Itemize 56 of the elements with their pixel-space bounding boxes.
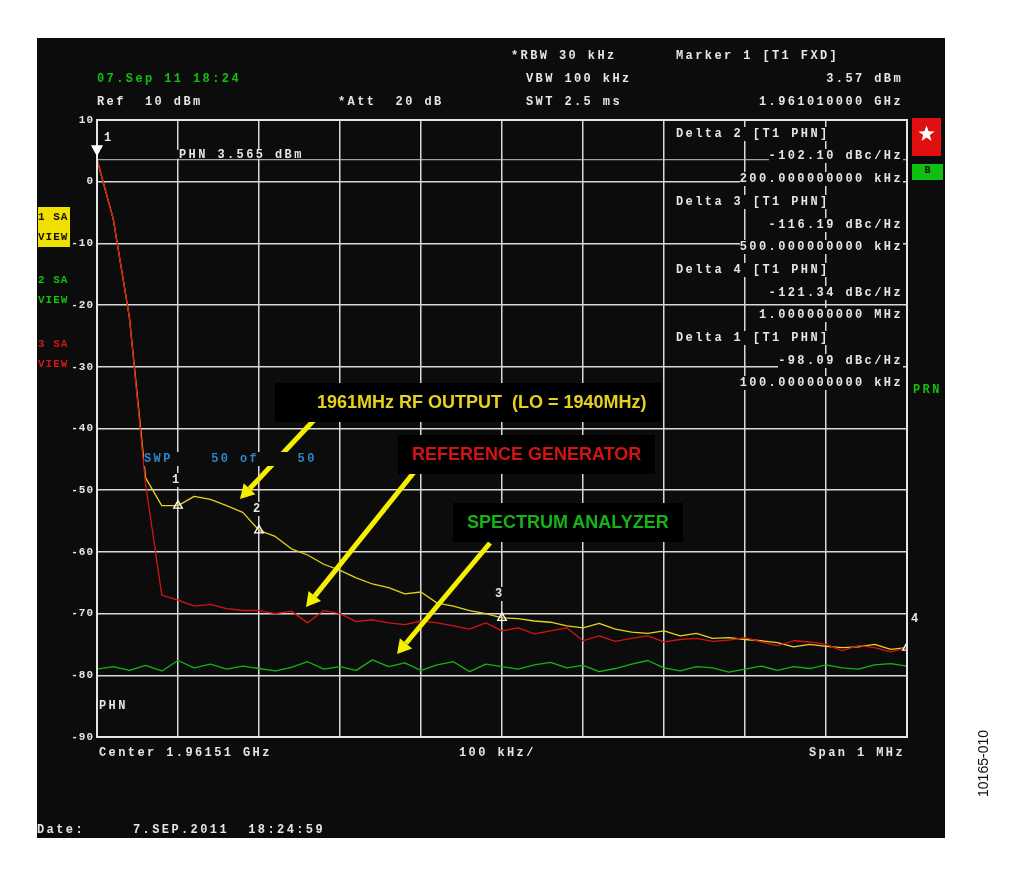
point xyxy=(173,499,183,509)
text: PRN xyxy=(913,383,942,397)
text: Ref 10 dBm xyxy=(97,95,203,109)
text: 1 SA VIEW xyxy=(38,207,70,247)
text: 4 xyxy=(911,612,921,626)
y-tick-label: -90 xyxy=(71,730,94,743)
y-tick-label: -30 xyxy=(71,360,94,373)
text: 3.57 dBm xyxy=(826,72,903,86)
text: 3 SA VIEW xyxy=(38,334,70,374)
point xyxy=(254,524,264,534)
text: VBW 100 kHz xyxy=(526,72,632,86)
annotation: 100.000000000 kHz xyxy=(739,376,903,390)
y-tick-label: 10 xyxy=(78,113,94,126)
text: Span 1 MHz xyxy=(808,746,905,760)
annotation: Delta 2 [T1 PHN] xyxy=(676,127,830,141)
annotation: Delta 4 [T1 PHN] xyxy=(676,263,830,277)
text: Date: 7.SEP.2011 18:24:59 xyxy=(37,823,326,837)
point xyxy=(497,612,507,622)
annotation: 2 xyxy=(253,502,263,516)
annotation: Delta 1 [T1 PHN] xyxy=(676,331,830,345)
text: SPECTRUM ANALYZER xyxy=(453,503,683,542)
annotation: -98.09 dBc/Hz xyxy=(778,354,903,368)
annotation: 1 xyxy=(172,473,182,487)
annotation: PHN xyxy=(99,699,128,713)
text: 10165-010 xyxy=(975,730,991,797)
text: *RBW 30 kHz xyxy=(511,49,617,63)
annotation: 500.000000000 kHz xyxy=(739,240,903,254)
text: 2 SA VIEW xyxy=(38,270,70,310)
annotation: 3 xyxy=(495,587,505,601)
text: 1.961010000 GHz xyxy=(758,95,903,109)
annotation: 1 xyxy=(104,131,114,145)
y-tick-label: -50 xyxy=(71,483,94,496)
y-tick-label: -70 xyxy=(71,607,94,620)
annotation: -102.10 dBc/Hz xyxy=(768,149,903,163)
annotation: 200.000000000 kHz xyxy=(739,172,903,186)
annotation: Delta 3 [T1 PHN] xyxy=(676,195,830,209)
text: 100 kHz/ xyxy=(459,746,536,760)
y-tick-label: 0 xyxy=(86,175,94,188)
ref-line-label: PHN 3.565 dBm xyxy=(179,147,304,162)
text: Center 1.96151 GHz xyxy=(99,746,272,760)
annotation: -116.19 dBc/Hz xyxy=(768,218,903,232)
y-tick-label: -20 xyxy=(71,298,94,311)
annotation: -121.34 dBc/Hz xyxy=(768,286,903,300)
text: 1961MHz RF OUTPUT (LO = 1940MHz) xyxy=(275,383,661,422)
y-tick-label: -80 xyxy=(71,669,94,682)
annotation: 1.000000000 MHz xyxy=(758,308,903,322)
annotation: SWP 50 of 50 xyxy=(144,452,317,466)
text: Marker 1 [T1 FXD] xyxy=(676,49,840,63)
y-tick-label: -60 xyxy=(71,545,94,558)
text: B xyxy=(912,164,943,180)
y-tick-label: -10 xyxy=(71,237,94,250)
text: REFERENCE GENERATOR xyxy=(398,435,656,474)
text: SWT 2.5 ms xyxy=(526,95,623,109)
text: 07.Sep 11 18:24 xyxy=(97,72,242,86)
y-tick-label: -40 xyxy=(71,422,94,435)
text: *Att 20 dB xyxy=(338,95,444,109)
